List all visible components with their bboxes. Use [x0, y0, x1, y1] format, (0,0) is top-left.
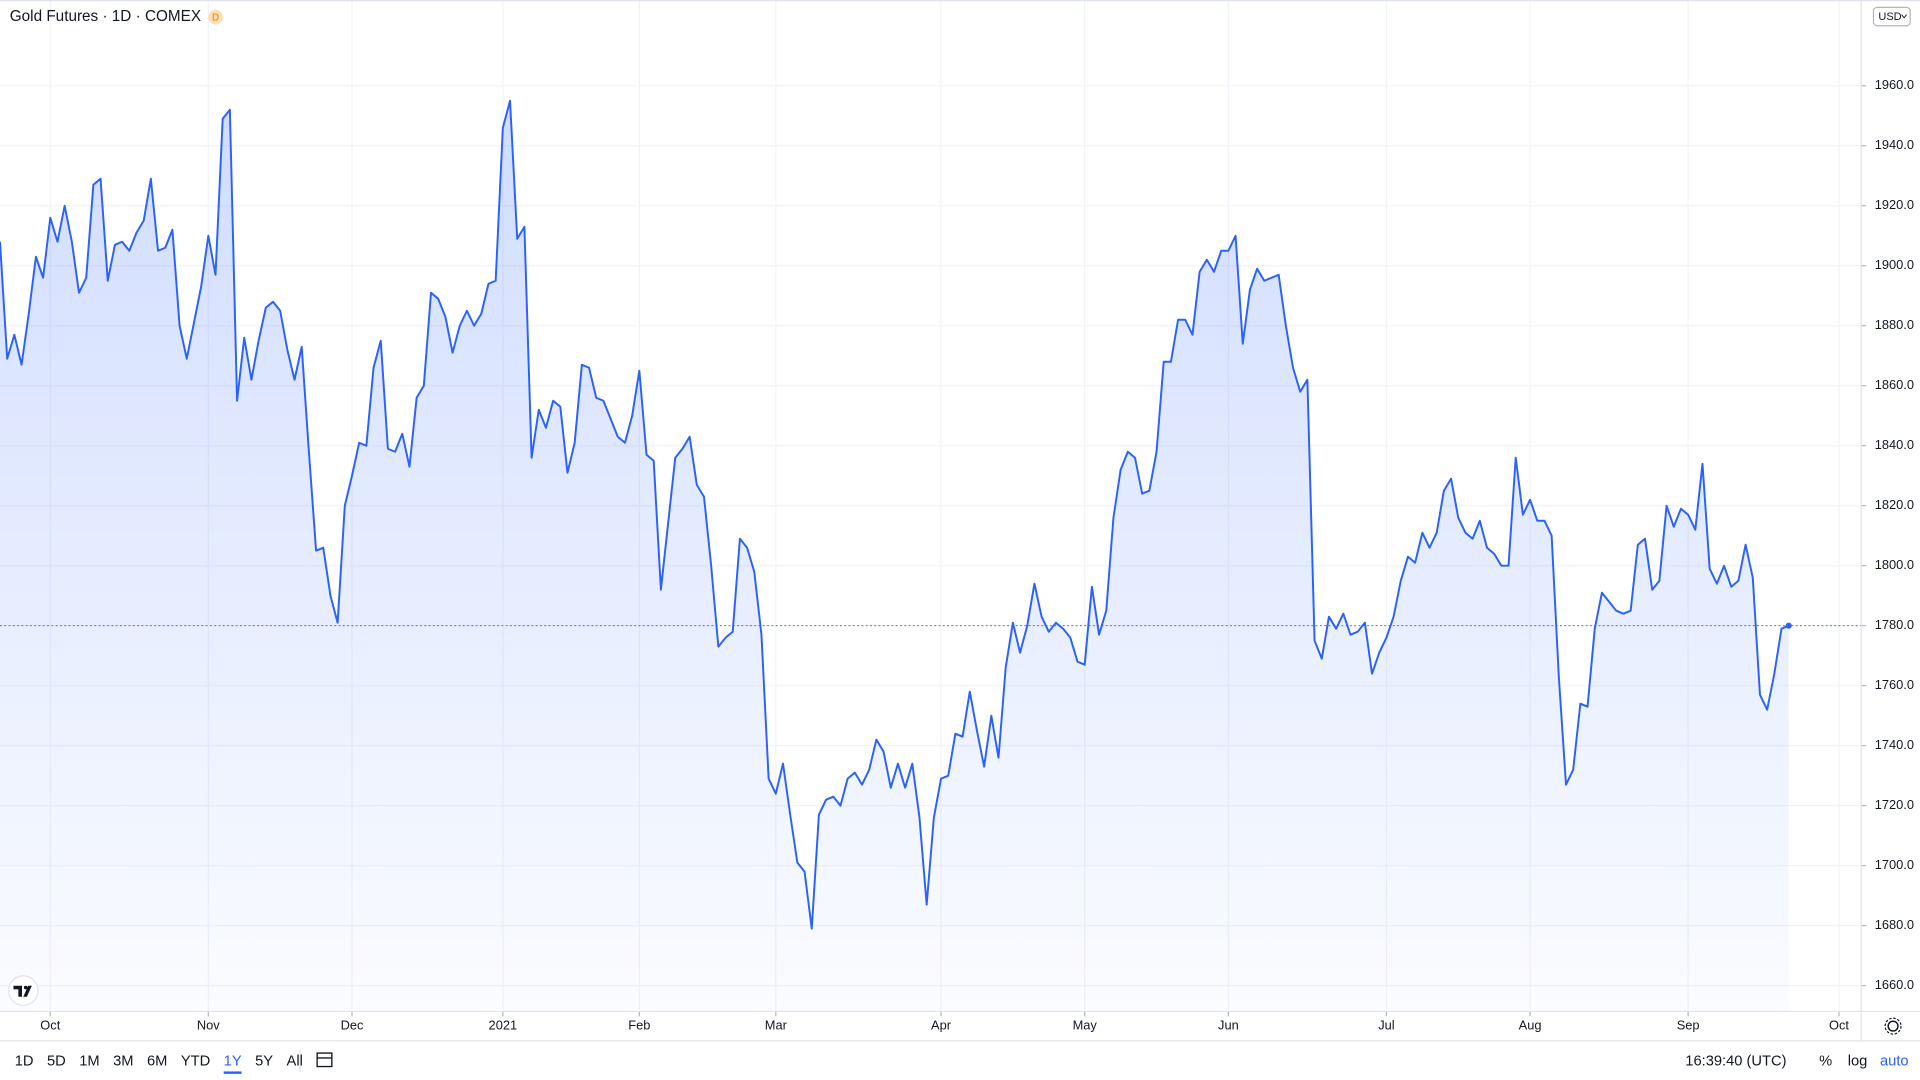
range-button[interactable]: All — [287, 1054, 303, 1070]
y-tick-label: 1820.0 — [1875, 497, 1914, 512]
scale-option[interactable]: log — [1848, 1054, 1868, 1070]
x-tick-label: May — [1073, 1018, 1098, 1033]
x-tick-label: Sep — [1677, 1018, 1700, 1033]
scale-option[interactable]: auto — [1880, 1054, 1909, 1070]
range-button[interactable]: 1M — [79, 1054, 99, 1070]
range-button[interactable]: 1Y — [224, 1054, 242, 1070]
x-tick-label: Nov — [197, 1018, 220, 1033]
range-button[interactable]: 1D — [15, 1054, 34, 1070]
y-tick-label: 1840.0 — [1875, 437, 1914, 452]
y-tick-label: 1960.0 — [1875, 77, 1914, 92]
x-tick-label: Dec — [341, 1018, 364, 1033]
currency-caret — [1901, 14, 1907, 19]
y-tick-label: 1680.0 — [1875, 917, 1914, 932]
y-tick-label: 1720.0 — [1875, 797, 1914, 812]
range-button[interactable]: 3M — [113, 1054, 133, 1070]
x-tick-label: 2021 — [489, 1018, 518, 1033]
y-tick-label: 1700.0 — [1875, 857, 1914, 872]
range-button[interactable]: YTD — [181, 1054, 210, 1070]
scale-option[interactable]: % — [1819, 1054, 1832, 1070]
y-tick-label: 1760.0 — [1875, 677, 1914, 692]
x-tick-label: Jul — [1378, 1018, 1394, 1033]
tv-logo — [7, 975, 39, 1006]
x-tick-label: Oct — [1829, 1018, 1849, 1033]
y-tick-label: 1660.0 — [1875, 977, 1914, 992]
range-button[interactable]: 5D — [47, 1054, 66, 1070]
y-tick-label: 1940.0 — [1875, 137, 1914, 152]
range-selected-underline — [223, 1071, 242, 1074]
area-fill — [0, 100, 1789, 1012]
x-tick-label: Aug — [1519, 1018, 1542, 1033]
y-tick-label: 1800.0 — [1875, 557, 1914, 572]
currency[interactable]: USD — [1878, 11, 1901, 23]
currency-button[interactable] — [1872, 6, 1911, 27]
y-tick-label: 1880.0 — [1875, 317, 1914, 332]
x-tick-label: Oct — [40, 1018, 60, 1033]
price-line — [0, 99, 1790, 930]
last-point — [1785, 622, 1792, 629]
badge-bg — [208, 9, 223, 25]
clock: 16:39:40 (UTC) — [1685, 1054, 1786, 1070]
y-tick-label: 1740.0 — [1875, 737, 1914, 752]
x-tick-label: Feb — [628, 1018, 650, 1033]
compare-icon[interactable] — [316, 1052, 333, 1068]
top-border — [0, 0, 1920, 2]
settings-icon[interactable] — [1884, 1017, 1902, 1035]
range-button[interactable]: 5Y — [255, 1054, 273, 1070]
x-tick-label: Mar — [765, 1018, 788, 1033]
y-tick-label: 1860.0 — [1875, 377, 1914, 392]
x-tick-label: Apr — [931, 1018, 952, 1033]
symbol-title: Gold Futures · 1D · COMEX — [10, 8, 201, 25]
badge: D — [212, 12, 219, 23]
y-tick-label: 1900.0 — [1875, 257, 1914, 272]
x-tick-label: Jun — [1218, 1018, 1239, 1033]
y-tick-label: 1920.0 — [1875, 197, 1914, 212]
range-button[interactable]: 6M — [147, 1054, 167, 1070]
y-tick-label: 1780.0 — [1875, 617, 1914, 632]
